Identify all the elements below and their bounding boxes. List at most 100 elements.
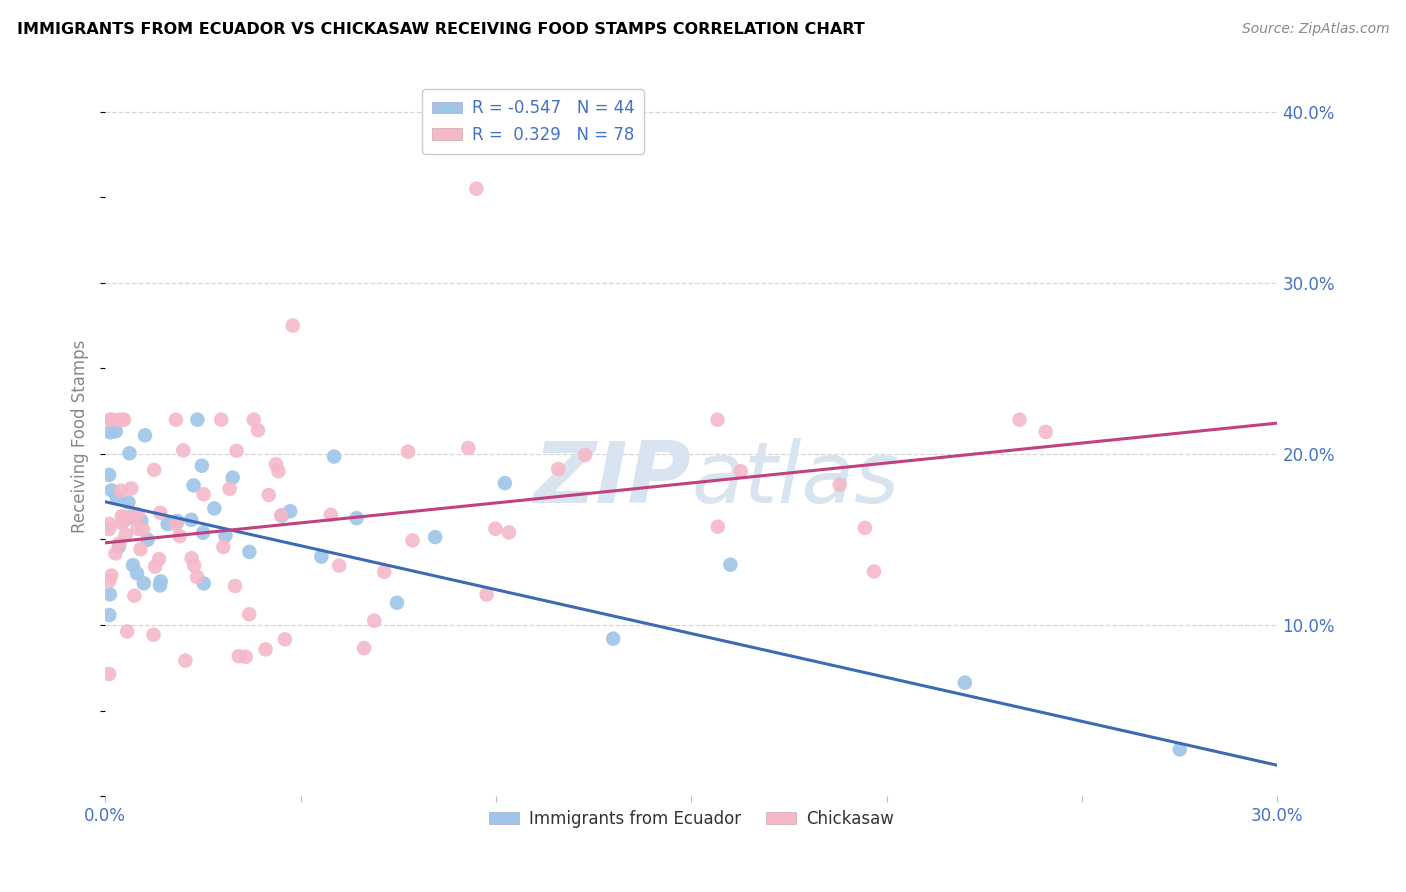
Point (346, 511, 368, 525)
Point (149, 574, 172, 589)
Text: ZIP: ZIP (534, 438, 692, 522)
Point (132, 576, 155, 591)
Point (98, 516, 121, 531)
Point (221, 470, 243, 484)
Point (143, 463, 166, 477)
Point (165, 412, 187, 426)
Point (124, 589, 146, 603)
Point (136, 533, 159, 547)
Point (169, 529, 191, 543)
Point (114, 510, 136, 524)
Point (165, 517, 187, 532)
Point (706, 519, 728, 533)
Point (186, 570, 208, 584)
Point (281, 318, 304, 333)
Point (100, 568, 122, 582)
Point (235, 649, 257, 664)
Point (828, 477, 851, 491)
Point (129, 542, 152, 557)
Point (311, 549, 333, 564)
Text: IMMIGRANTS FROM ECUADOR VS CHICKASAW RECEIVING FOOD STAMPS CORRELATION CHART: IMMIGRANTS FROM ECUADOR VS CHICKASAW REC… (17, 22, 865, 37)
Point (396, 444, 419, 458)
Point (111, 516, 134, 531)
Point (602, 632, 624, 646)
Point (353, 641, 375, 656)
Point (373, 565, 395, 579)
Text: atlas: atlas (692, 438, 900, 522)
Point (125, 566, 148, 581)
Point (212, 540, 235, 554)
Point (114, 528, 136, 542)
Point (149, 578, 172, 592)
Point (98, 412, 121, 426)
Point (127, 522, 149, 536)
Point (183, 558, 205, 573)
Point (718, 558, 741, 572)
Point (112, 412, 135, 426)
Point (238, 545, 260, 559)
Point (271, 508, 294, 523)
Point (246, 423, 269, 437)
Point (100, 412, 122, 426)
Point (1035, 425, 1057, 439)
Point (225, 443, 247, 458)
Point (254, 642, 277, 657)
Point (193, 576, 215, 591)
Point (264, 458, 287, 472)
Point (218, 482, 240, 496)
Point (863, 565, 886, 579)
Point (853, 521, 876, 535)
Point (274, 632, 297, 647)
Point (104, 425, 127, 439)
Point (98, 574, 121, 588)
Point (98, 667, 121, 681)
Point (238, 607, 260, 622)
Point (401, 533, 423, 548)
Point (127, 508, 149, 522)
Point (143, 559, 166, 574)
Point (107, 412, 129, 426)
Point (105, 491, 128, 505)
Point (108, 536, 131, 550)
Point (209, 412, 232, 426)
Point (104, 546, 127, 560)
Point (166, 514, 188, 528)
Point (385, 596, 408, 610)
Point (132, 523, 155, 537)
Point (122, 509, 145, 524)
Point (117, 495, 139, 509)
Point (98, 587, 121, 601)
Point (574, 448, 596, 462)
Point (115, 624, 138, 639)
Point (1168, 742, 1191, 756)
Point (257, 488, 280, 502)
Point (180, 551, 202, 566)
Point (98, 467, 121, 482)
Point (98, 425, 121, 440)
Point (228, 649, 250, 664)
Point (183, 478, 205, 492)
Text: Source: ZipAtlas.com: Source: ZipAtlas.com (1241, 22, 1389, 37)
Point (363, 614, 385, 628)
Point (100, 483, 122, 498)
Point (174, 654, 197, 668)
Point (706, 412, 728, 426)
Point (278, 504, 301, 518)
Y-axis label: Receiving Food Stamps: Receiving Food Stamps (72, 340, 89, 533)
Point (118, 446, 141, 460)
Point (224, 579, 246, 593)
Point (111, 412, 134, 426)
Point (498, 525, 520, 540)
Point (114, 513, 136, 527)
Point (475, 588, 498, 602)
Point (118, 510, 141, 524)
Point (111, 509, 134, 524)
Point (243, 412, 266, 426)
Point (156, 517, 179, 532)
Point (122, 558, 145, 573)
Point (149, 506, 172, 520)
Point (457, 441, 479, 455)
Point (148, 552, 170, 566)
Point (193, 487, 215, 501)
Point (202, 501, 225, 516)
